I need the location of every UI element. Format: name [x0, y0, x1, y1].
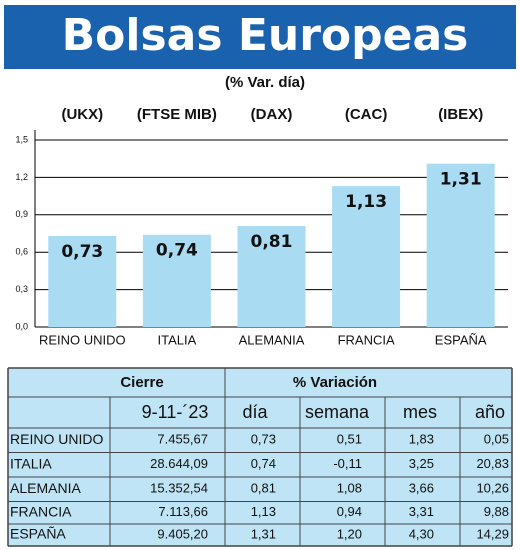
x-tick-label: REINO UNIDO	[39, 332, 126, 347]
table-cell: 0,05	[484, 432, 509, 447]
group-header: % Variación	[293, 374, 377, 391]
value-label: 0,73	[61, 242, 103, 262]
row-label: ITALIA	[10, 455, 52, 471]
bar	[426, 163, 495, 327]
x-tick-label: ESPAÑA	[435, 332, 487, 347]
y-tick-label: 0,3	[15, 284, 28, 294]
row-label: REINO UNIDO	[10, 431, 103, 447]
table-cell: 14,29	[476, 526, 509, 541]
table-cell: 1,31	[251, 526, 276, 541]
table-cell: 1,13	[251, 504, 276, 519]
group-header: Cierre	[120, 374, 163, 391]
y-tick-label: 0,9	[15, 209, 28, 219]
bar	[237, 226, 306, 327]
table-cell: 15.352,54	[150, 481, 208, 496]
table-background	[8, 368, 512, 546]
title-banner	[4, 5, 516, 69]
table-cell: 0,74	[251, 456, 276, 471]
index-label: (DAX)	[251, 106, 293, 123]
bar	[48, 235, 117, 327]
index-label: (FTSE MIB)	[137, 106, 217, 123]
table-cell: 0,51	[337, 432, 362, 447]
y-tick-label: 0,0	[15, 321, 28, 331]
column-header: año	[475, 402, 505, 422]
table-cell: 9,88	[484, 504, 509, 519]
row-label: FRANCIA	[10, 503, 72, 519]
table-cell: 7.113,66	[158, 504, 208, 519]
column-header: día	[242, 402, 268, 422]
table-cell: 3,66	[409, 481, 434, 496]
table-cell: 0,73	[251, 432, 276, 447]
column-header: 9-11-´23	[142, 402, 209, 422]
table-cell: 0,94	[337, 504, 362, 519]
column-header: mes	[403, 402, 437, 422]
row-label: ESPAÑA	[10, 526, 66, 542]
table-cell: 4,30	[409, 526, 434, 541]
index-label: (IBEX)	[438, 106, 483, 123]
index-label: (UKX)	[61, 106, 103, 123]
value-label: 0,74	[156, 241, 198, 261]
chart-title: Bolsas Europeas	[62, 10, 469, 61]
bar	[142, 234, 211, 327]
index-label: (CAC)	[345, 106, 388, 123]
table-cell: 28.644,09	[150, 456, 208, 471]
value-label: 0,81	[251, 232, 293, 252]
table-cell: 1,08	[337, 481, 362, 496]
x-tick-label: ALEMANIA	[239, 332, 305, 347]
row-label: ALEMANIA	[10, 480, 81, 496]
bar	[332, 186, 401, 327]
table-cell: 1,83	[409, 432, 434, 447]
table-cell: 20,83	[476, 456, 509, 471]
table-cell: 9.405,20	[157, 526, 208, 541]
table-cell: 7.455,67	[157, 432, 208, 447]
table-cell: 3,31	[409, 504, 434, 519]
table-cell: -0,11	[333, 456, 362, 471]
table-cell: 1,20	[337, 526, 362, 541]
table-cell: 0,81	[251, 481, 276, 496]
y-tick-label: 1,2	[15, 172, 28, 182]
y-tick-label: 1,5	[15, 134, 28, 144]
x-tick-label: FRANCIA	[338, 332, 395, 347]
table-cell: 3,25	[409, 456, 434, 471]
value-label: 1,31	[440, 170, 482, 190]
column-header: semana	[305, 402, 370, 422]
value-label: 1,13	[345, 192, 387, 212]
x-tick-label: ITALIA	[158, 332, 197, 347]
chart-subtitle: (% Var. día)	[225, 74, 305, 91]
y-tick-label: 0,6	[15, 247, 28, 257]
table-cell: 10,26	[476, 481, 509, 496]
